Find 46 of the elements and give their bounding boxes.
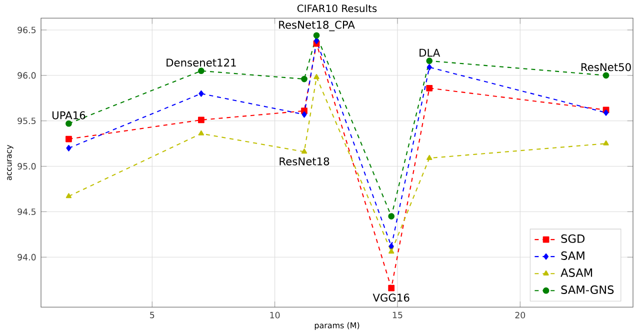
- annotation: ResNet18: [280, 157, 330, 166]
- y-tick-label: 96.5: [18, 26, 36, 34]
- point: [198, 90, 204, 97]
- point: [603, 140, 609, 146]
- x-tick-label: 20: [515, 312, 526, 318]
- point: [426, 84, 433, 92]
- annotation: DLA: [420, 48, 440, 57]
- point: [301, 148, 308, 154]
- annotation: UPA16: [52, 111, 86, 120]
- y-tick-label: 94.0: [18, 254, 36, 260]
- annotation: VGG16: [372, 294, 410, 302]
- point: [426, 58, 433, 64]
- legend-label: SGD: [561, 234, 585, 243]
- legend-label: SAM: [561, 251, 584, 260]
- y-tick-label: 94.5: [18, 208, 36, 215]
- point: [602, 72, 610, 79]
- point: [603, 109, 609, 116]
- point: [66, 120, 72, 127]
- x-tick-label: 10: [270, 312, 280, 318]
- point: [198, 68, 204, 74]
- y-tick-label: 96.0: [18, 72, 36, 79]
- point: [426, 154, 432, 160]
- annotation: ResNet50: [581, 63, 631, 72]
- x-tick-label: 15: [392, 312, 402, 318]
- annotation: ResNet18_CPA: [279, 20, 355, 32]
- y-tick-label: 95.0: [18, 162, 36, 170]
- legend-label: SAM-GNS: [561, 285, 614, 294]
- point: [66, 144, 72, 152]
- point: [302, 111, 307, 118]
- point: [388, 242, 394, 250]
- point: [388, 213, 395, 220]
- point: [66, 136, 72, 142]
- point: [301, 76, 308, 82]
- legend-label: ASAM: [560, 268, 592, 277]
- x-tick-label: 5: [150, 312, 154, 318]
- point: [198, 130, 204, 136]
- point: [314, 74, 320, 80]
- point: [388, 284, 395, 292]
- point: [313, 32, 320, 39]
- chart-title: CIFAR10 Results: [297, 4, 377, 12]
- point: [388, 248, 394, 254]
- y-tick-label: 95.5: [18, 118, 36, 124]
- point: [66, 193, 72, 198]
- annotation: Densenet121: [166, 58, 236, 67]
- point: [198, 116, 204, 124]
- point: [426, 64, 432, 70]
